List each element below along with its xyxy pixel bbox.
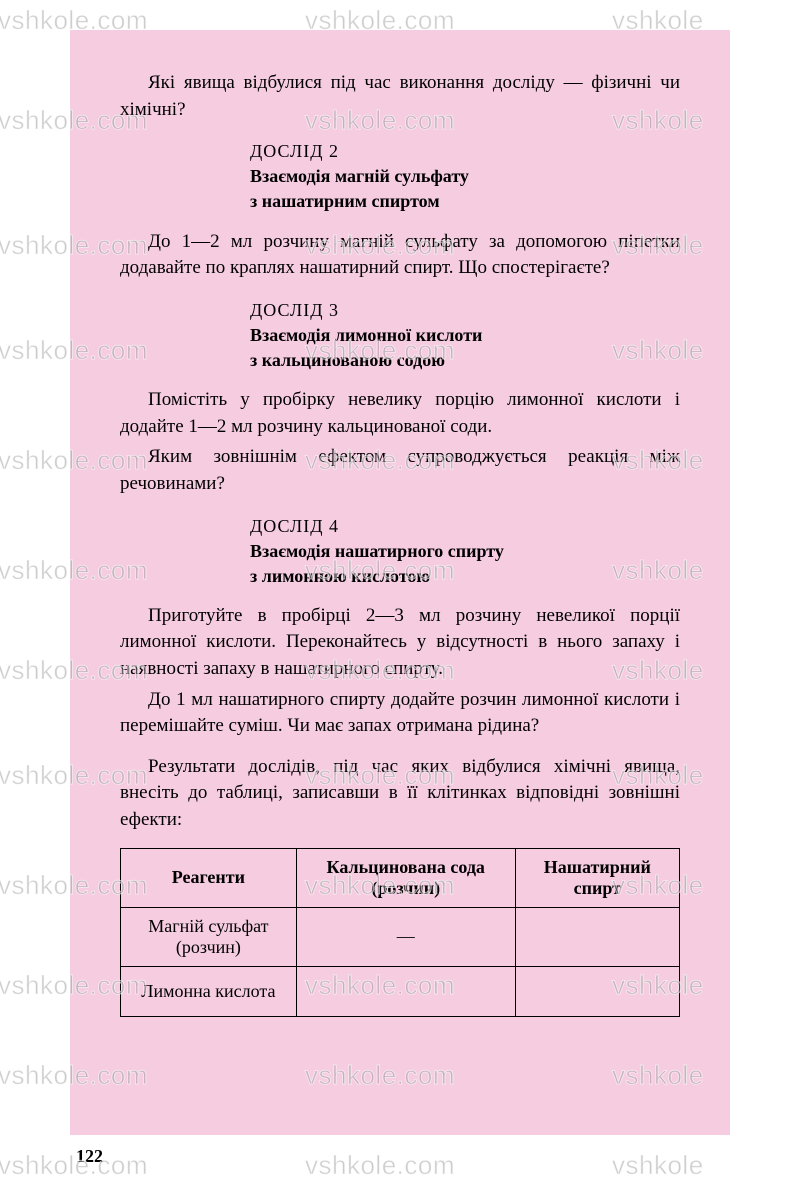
watermark-text: vshkole — [612, 1150, 704, 1181]
experiment-2-title-1: Взаємодія магній сульфату — [250, 164, 680, 189]
watermark-text: vshkole.com — [305, 1150, 455, 1181]
experiment-3-text-2: Яким зовнішнім ефектом супроводжується р… — [120, 444, 680, 497]
results-table-container: Реагенти Кальцинована сода (розчин) Наша… — [120, 848, 680, 1017]
experiment-4-text-1: Приготуйте в пробірці 2—3 мл розчину нев… — [120, 603, 680, 683]
table-header-row: Реагенти Кальцинована сода (розчин) Наша… — [121, 848, 680, 907]
results-table: Реагенти Кальцинована сода (розчин) Наша… — [120, 848, 680, 1017]
experiment-4-number: ДОСЛІД 4 — [250, 516, 680, 537]
experiment-3-title-2: з кальцинованою содою — [250, 348, 680, 373]
results-text: Результати дослідів, під час яких відбул… — [120, 754, 680, 834]
table-cell — [515, 966, 679, 1016]
experiment-2-number: ДОСЛІД 2 — [250, 141, 680, 162]
experiment-4-title-2: з лимонною кислотою — [250, 564, 680, 589]
experiment-2-title-2: з нашатирним спиртом — [250, 189, 680, 214]
experiment-4-header: ДОСЛІД 4 Взаємодія нашатирного спирту з … — [120, 516, 680, 589]
experiment-3-text-1: Помістіть у пробірку невелику порцію лим… — [120, 387, 680, 440]
experiment-2-text: До 1—2 мл розчину магній сульфату за доп… — [120, 229, 680, 282]
experiment-4-text-2: До 1 мл нашатирного спирту додайте розчи… — [120, 687, 680, 740]
table-header-cell: Кальцинована сода (розчин) — [296, 848, 515, 907]
table-cell — [296, 966, 515, 1016]
experiment-4-title-1: Взаємодія нашатирного спирту — [250, 539, 680, 564]
table-cell: Лимонна кислота — [121, 966, 297, 1016]
page-number: 122 — [76, 1146, 103, 1167]
experiment-3-title-1: Взаємодія лимонної кислоти — [250, 323, 680, 348]
table-row: Магній сульфат (розчин) — — [121, 907, 680, 966]
table-header-cell: Реагенти — [121, 848, 297, 907]
experiment-3-header: ДОСЛІД 3 Взаємодія лимонної кислоти з ка… — [120, 300, 680, 373]
experiment-2-header: ДОСЛІД 2 Взаємодія магній сульфату з наш… — [120, 141, 680, 214]
table-cell: — — [296, 907, 515, 966]
table-cell: Магній сульфат (розчин) — [121, 907, 297, 966]
table-row: Лимонна кислота — [121, 966, 680, 1016]
table-header-cell: Нашатирний спирт — [515, 848, 679, 907]
table-cell — [515, 907, 679, 966]
intro-question: Які явища відбулися під час виконання до… — [120, 70, 680, 123]
experiment-3-number: ДОСЛІД 3 — [250, 300, 680, 321]
watermark-text: vshkole.com — [0, 1150, 148, 1181]
page-content: Які явища відбулися під час виконання до… — [70, 30, 730, 1135]
